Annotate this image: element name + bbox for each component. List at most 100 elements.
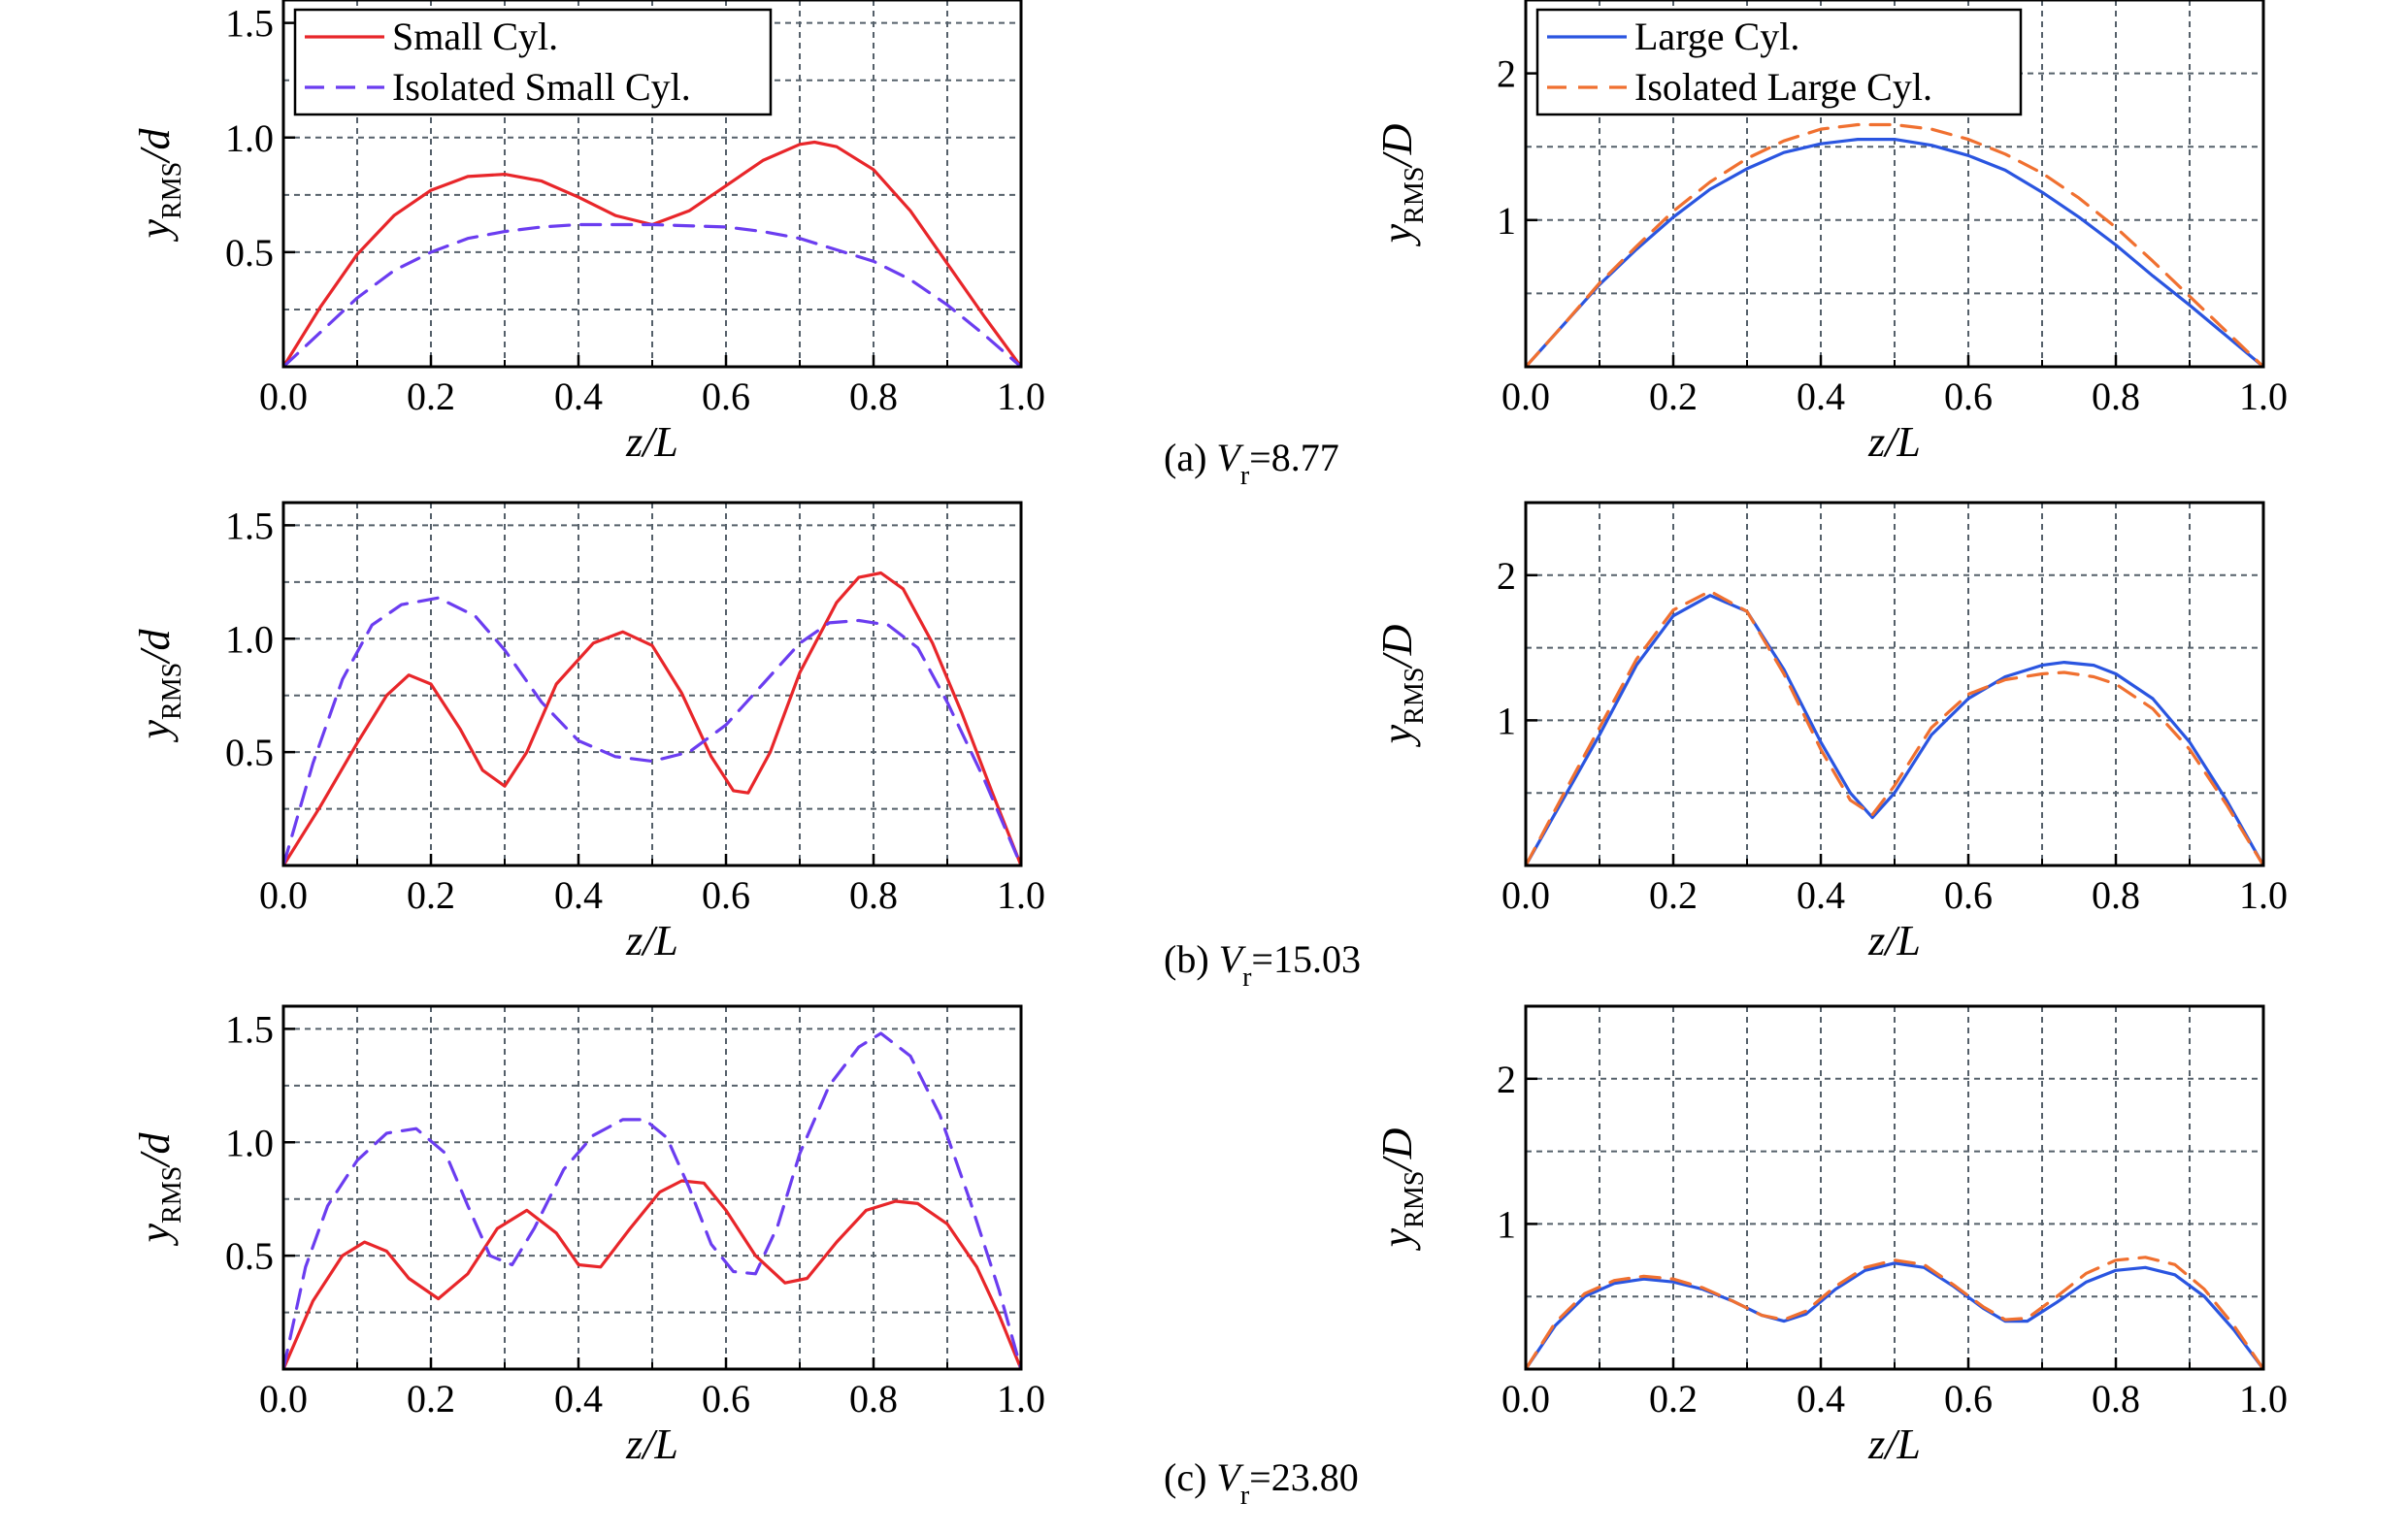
y-axis-title-var: y [1373,223,1421,246]
series-line-small-cyl [283,571,1021,865]
y-axis-title-subscript: RMS [157,162,187,219]
y-tick-label: 1.0 [225,116,274,160]
x-axis-title-rest: /L [640,418,678,466]
caption-var: V [1216,1455,1244,1499]
y-tick-label: 2 [1497,1058,1516,1101]
x-tick-label: 1.0 [997,1377,1045,1421]
x-tick-label: 0.6 [1944,1377,1993,1421]
caption-prefix: (b) [1164,937,1219,981]
x-tick-label: 0.0 [1501,1377,1550,1421]
x-axis-title: z/L [625,917,678,964]
x-tick-label: 1.0 [2239,1377,2288,1421]
y-axis-title-subscript: RMS [1400,167,1430,224]
y-axis-title-var: y [1373,1227,1421,1251]
x-axis-title-var: z [625,917,643,964]
caption-var: V [1216,436,1244,479]
y-tick-label: 0.5 [225,731,274,774]
series-line-isolated-small-cyl [283,1031,1021,1369]
y-tick-label: 1.0 [225,617,274,661]
caption-value: =23.80 [1249,1455,1359,1499]
y-axis-title-rest: /d [131,128,179,165]
x-tick-label: 0.8 [2092,375,2140,418]
x-tick-label: 0.4 [1797,1377,1845,1421]
x-axis-title-rest: /L [1882,917,1921,964]
y-axis-title: yRMS/d [131,1132,187,1247]
x-tick-label: 1.0 [997,873,1045,917]
x-axis-title: z/L [1867,917,1921,964]
x-tick-label: 1.0 [997,375,1045,418]
x-tick-label: 0.6 [702,1377,750,1421]
x-axis-title-rest: /L [640,917,678,964]
x-tick-label: 0.4 [554,375,603,418]
y-tick-label: 1 [1497,699,1516,742]
y-axis-title-rest: /D [1373,624,1421,670]
y-axis-title-var: y [1373,724,1421,747]
legend-label: Isolated Small Cyl. [392,65,691,109]
y-axis-title: yRMS/D [1373,1127,1430,1251]
chart-panel-b-left: 0.0 0.2 0.4 0.6 0.8 1.0 0.5 1.0 1.5 z/L yRMS/d [131,501,1045,964]
x-tick-label: 0.8 [849,873,898,917]
x-tick-label: 0.8 [2092,873,2140,917]
x-tick-label: 0.4 [554,1377,603,1421]
x-tick-label: 0.8 [2092,1377,2140,1421]
x-tick-label: 1.0 [2239,873,2288,917]
y-tick-label: 2 [1497,52,1516,96]
y-axis-title-rest: /d [131,1132,179,1169]
x-axis-title-var: z [1867,917,1885,964]
y-tick-label: 1.5 [225,504,274,547]
x-tick-label: 0.8 [849,1377,898,1421]
y-axis-title-var: y [131,218,179,242]
x-tick-label: 0.0 [259,1377,308,1421]
x-axis-title-var: z [1867,1421,1885,1468]
x-tick-label: 0.2 [1649,1377,1698,1421]
series-line-large-cyl [1526,594,2263,865]
y-axis-title-subscript: RMS [157,1166,187,1224]
legend-label: Isolated Large Cyl. [1634,65,1932,109]
x-tick-label: 0.4 [1797,873,1845,917]
x-axis-title-var: z [625,418,643,466]
chart-panel-a-right: 0.0 0.2 0.4 0.6 0.8 1.0 1 2 z/L yRMS/D Large Cyl. I… [1373,0,2288,466]
legend-label: Large Cyl. [1634,15,1799,58]
y-axis-title-var: y [131,719,179,742]
x-axis-title-var: z [1867,418,1885,466]
x-axis-title: z/L [1867,418,1921,466]
y-axis-title: yRMS/D [1373,123,1430,246]
x-tick-label: 0.0 [259,873,308,917]
x-tick-label: 0.0 [1501,375,1550,418]
x-axis-title: z/L [625,418,678,466]
x-tick-label: 0.2 [407,873,455,917]
y-axis-title-subscript: RMS [1400,1171,1430,1228]
y-axis-title-subscript: RMS [157,663,187,720]
series-line-large-cyl [1526,1261,2263,1369]
y-tick-label: 0.5 [225,1234,274,1278]
y-tick-label: 1.5 [225,2,274,46]
y-axis-title: yRMS/d [131,629,187,743]
y-axis-title: yRMS/d [131,128,187,243]
y-tick-label: 1 [1497,1202,1516,1246]
legend-box [1535,8,2023,116]
x-tick-label: 0.2 [1649,375,1698,418]
caption-prefix: (c) [1164,1455,1216,1499]
y-axis-title-subscript: RMS [1400,668,1430,725]
x-axis-title: z/L [625,1421,678,1468]
caption-a: (a) Vr=8.77 [1164,436,1339,491]
y-axis-title-rest: /d [131,629,179,666]
y-axis-title: yRMS/D [1373,624,1430,747]
legend-label: Small Cyl. [392,15,558,58]
series-line-isolated-large-cyl [1526,589,2263,865]
x-tick-label: 0.6 [702,873,750,917]
x-tick-label: 0.8 [849,375,898,418]
x-tick-label: 0.0 [259,375,308,418]
x-axis-title-rest: /L [640,1421,678,1468]
x-tick-label: 0.6 [702,375,750,418]
x-axis-title-rest: /L [1882,1421,1921,1468]
series-line-large-cyl [1526,138,2263,367]
x-tick-label: 0.2 [407,1377,455,1421]
caption-c: (c) Vr=23.80 [1164,1455,1359,1511]
x-tick-label: 0.4 [554,873,603,917]
y-tick-label: 0.5 [225,231,274,275]
caption-value: =8.77 [1249,436,1339,479]
chart-panel-b-right: 0.0 0.2 0.4 0.6 0.8 1.0 1 2 z/L yRMS/D [1373,501,2288,964]
